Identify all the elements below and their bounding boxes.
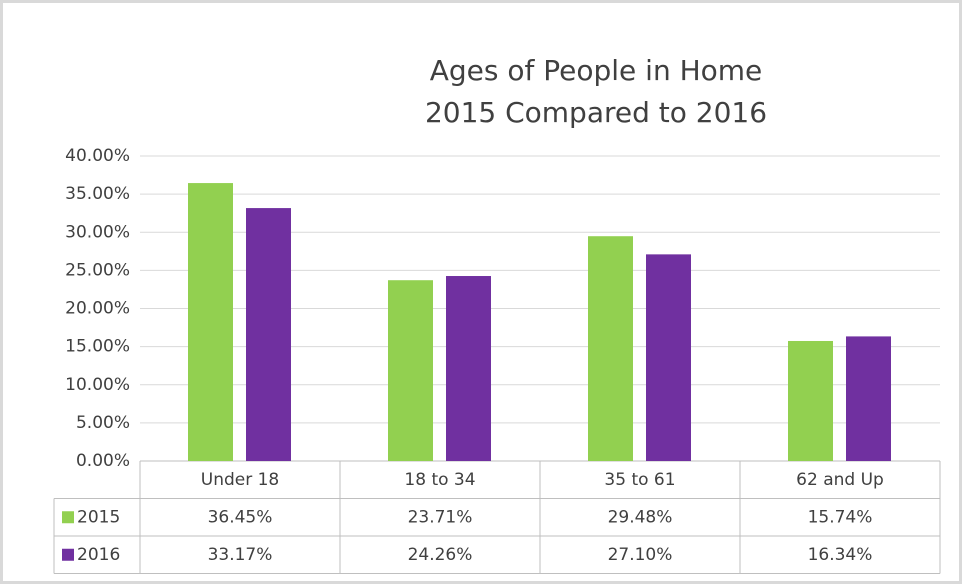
y-tick-label: 40.00% (65, 146, 130, 166)
bar (188, 183, 233, 461)
y-tick-label: 35.00% (65, 184, 130, 204)
data-table-value: 36.45% (208, 507, 273, 527)
data-table-value: 23.71% (408, 507, 473, 527)
y-tick-label: 15.00% (65, 337, 130, 357)
legend-label: 2015 (77, 507, 120, 527)
legend-label: 2016 (77, 545, 120, 565)
data-table-value: 15.74% (808, 507, 873, 527)
chart-title: Ages of People in Home (430, 54, 763, 87)
y-tick-label: 0.00% (76, 451, 130, 471)
y-tick-label: 25.00% (65, 260, 130, 280)
bar (246, 208, 291, 461)
x-tick-label: 18 to 34 (404, 470, 475, 490)
bar (588, 236, 633, 461)
data-table-value: 33.17% (208, 545, 273, 565)
x-tick-label: 62 and Up (796, 470, 884, 490)
y-tick-label: 5.00% (76, 413, 130, 433)
x-tick-label: Under 18 (201, 470, 280, 490)
bar (388, 280, 433, 461)
x-tick-label: 35 to 61 (604, 470, 675, 490)
legend-swatch (62, 548, 74, 561)
y-tick-label: 20.00% (65, 299, 130, 319)
chart-subtitle: 2015 Compared to 2016 (425, 96, 767, 129)
bar (646, 254, 691, 461)
data-table-value: 29.48% (608, 507, 673, 527)
bar (846, 336, 891, 461)
y-tick-label: 30.00% (65, 222, 130, 242)
data-table-value: 27.10% (608, 545, 673, 565)
bar (446, 276, 491, 461)
y-tick-label: 10.00% (65, 375, 130, 395)
data-table-value: 24.26% (408, 545, 473, 565)
bar (788, 340, 833, 461)
data-table-value: 16.34% (808, 545, 873, 565)
legend-swatch (62, 511, 74, 524)
